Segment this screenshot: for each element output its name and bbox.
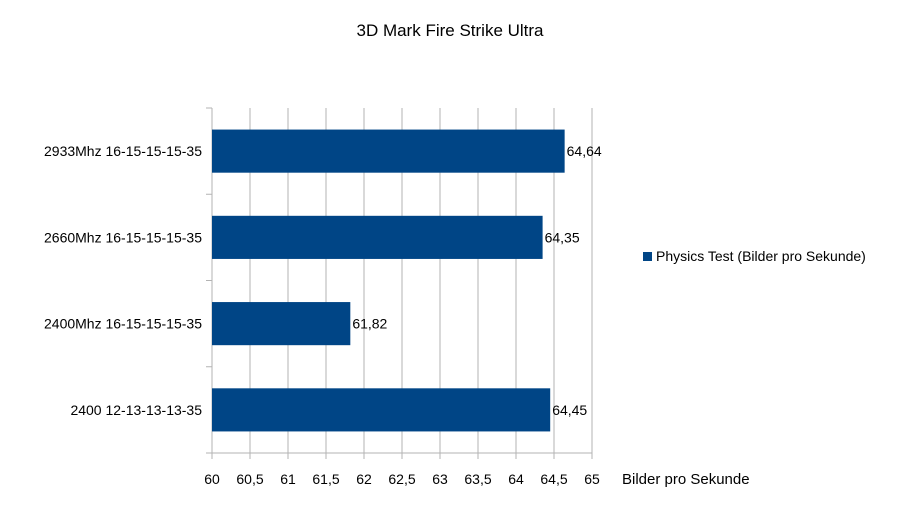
category-label: 2933Mhz 16-15-15-15-35 (44, 143, 202, 159)
data-label: 64,64 (567, 143, 602, 159)
x-tick-label: 65 (584, 471, 600, 487)
data-label: 61,82 (352, 316, 387, 332)
x-tick-labels: 60 60,5 61 61,5 62 62,5 63 63,5 64 64,5 65 (204, 471, 600, 487)
x-tick-label: 60,5 (236, 471, 263, 487)
x-tick-label: 61,5 (312, 471, 339, 487)
x-tick-label: 64,5 (540, 471, 567, 487)
data-label: 64,35 (545, 229, 580, 245)
x-tick-label: 62,5 (388, 471, 415, 487)
bar (212, 302, 351, 346)
x-axis-title: Bilder pro Sekunde (622, 471, 750, 488)
x-tick-label: 61 (280, 471, 296, 487)
category-label: 2660Mhz 16-15-15-15-35 (44, 229, 202, 245)
legend-label: Physics Test (Bilder pro Sekunde) (656, 248, 866, 264)
x-tick-label: 63 (432, 471, 448, 487)
category-label: 2400Mhz 16-15-15-15-35 (44, 316, 202, 332)
x-tick-label: 63,5 (464, 471, 491, 487)
x-tick-label: 64 (508, 471, 524, 487)
category-label: 2400 12-13-13-13-35 (70, 402, 202, 418)
category-labels: 2933Mhz 16-15-15-15-35 2660Mhz 16-15-15-1… (44, 143, 202, 418)
chart-title: 3D Mark Fire Strike Ultra (356, 21, 544, 40)
data-label: 64,45 (552, 402, 587, 418)
x-tick-label: 60 (204, 471, 220, 487)
legend-swatch (643, 252, 652, 261)
bar (212, 388, 551, 432)
bars (212, 129, 565, 432)
x-tick-label: 62 (356, 471, 372, 487)
data-labels: 64,64 64,35 61,82 64,45 (352, 143, 602, 418)
bar (212, 129, 565, 173)
bar (212, 215, 543, 259)
legend: Physics Test (Bilder pro Sekunde) (643, 248, 866, 264)
